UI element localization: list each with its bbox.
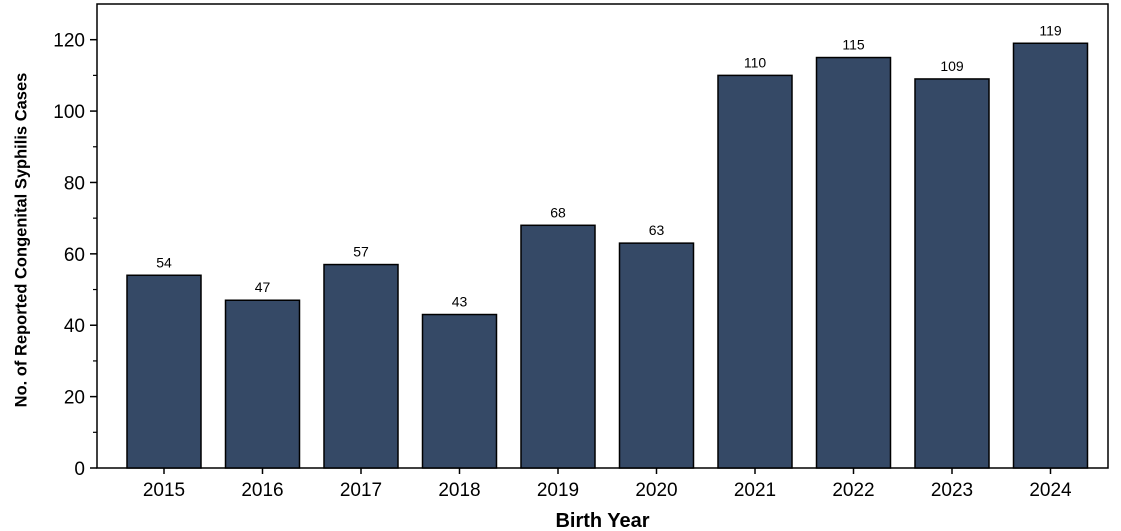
y-tick-label-60: 60 [64, 245, 85, 266]
data-label-2018: 43 [452, 294, 468, 310]
bar-2017 [323, 263, 399, 469]
x-tick-label-2017: 2017 [340, 480, 382, 501]
data-label-2021: 110 [744, 54, 767, 70]
data-labels-group: 54 47 57 43 68 63 110 115 109 119 [156, 22, 1062, 309]
y-tick-label-100: 100 [53, 102, 85, 123]
x-tick-label-2019: 2019 [537, 480, 579, 501]
bar-2016 [224, 299, 301, 469]
y-tick-label-40: 40 [64, 316, 85, 337]
bar-2024 [1012, 42, 1089, 469]
data-label-2017: 57 [353, 244, 369, 260]
data-label-2024: 119 [1039, 22, 1062, 38]
bar-2015 [126, 274, 202, 469]
y-axis: 0 20 40 60 80 100 120 [53, 31, 97, 480]
data-label-2023: 109 [940, 58, 964, 74]
bar-2023 [914, 78, 990, 469]
y-tick-label-20: 20 [64, 388, 85, 409]
bar-2022 [815, 56, 892, 469]
x-tick-label-2020: 2020 [635, 480, 677, 501]
x-tick-label-2023: 2023 [931, 480, 973, 501]
y-tick-label-120: 120 [53, 31, 85, 52]
x-axis-title: Birth Year [555, 510, 649, 531]
x-axis: 2015 2016 2017 2018 2019 2020 2021 2022 2023 2024 [143, 468, 1072, 501]
y-tick-label-0: 0 [74, 459, 85, 480]
bar-2018 [421, 313, 498, 469]
y-axis-title: No. of Reported Congenital Syphilis Case… [12, 73, 30, 408]
x-tick-label-2016: 2016 [241, 480, 283, 501]
x-tick-label-2021: 2021 [734, 480, 776, 501]
x-tick-label-2022: 2022 [832, 480, 874, 501]
y-tick-label-80: 80 [64, 173, 85, 194]
x-tick-label-2018: 2018 [438, 480, 480, 501]
bar-2021 [717, 74, 793, 469]
bars-group [126, 42, 1089, 469]
data-label-2015: 54 [156, 254, 172, 270]
x-tick-label-2024: 2024 [1029, 480, 1072, 501]
plot-area-frame [96, 3, 1109, 469]
data-label-2019: 68 [550, 204, 566, 220]
bar-2020 [618, 242, 695, 469]
data-label-2016: 47 [255, 279, 271, 295]
x-tick-label-2015: 2015 [143, 480, 185, 501]
data-label-2022: 115 [842, 37, 865, 53]
data-label-2020: 63 [649, 222, 665, 238]
bar-2019 [520, 224, 596, 469]
